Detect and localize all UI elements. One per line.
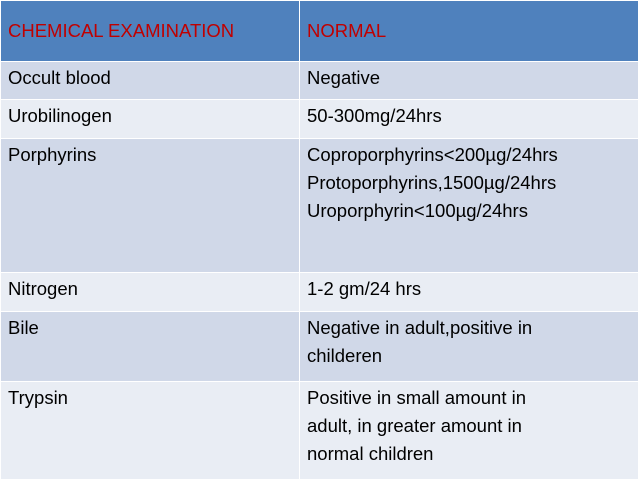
value-line: 1-2 gm/24 hrs [307, 275, 631, 303]
value-line: adult, in greater amount in [307, 412, 631, 440]
value-line: Protoporphyrins,1500µg/24hrs [307, 169, 631, 197]
value-line: Coproporphyrins<200µg/24hrs [307, 141, 631, 169]
label-cell: Porphyrins [1, 139, 300, 273]
value-line: 50-300mg/24hrs [307, 102, 631, 130]
value-cell: 50-300mg/24hrs [300, 100, 638, 139]
header-cell: NORMAL [300, 1, 638, 62]
value-line: childeren [307, 342, 631, 370]
value-cell: 1-2 gm/24 hrs [300, 273, 638, 312]
label-cell: Nitrogen [1, 273, 300, 312]
value-line: Uroporphyrin<100µg/24hrs [307, 197, 631, 225]
label-cell: Occult blood [1, 62, 300, 100]
value-line: Negative [307, 64, 631, 92]
label-cell: Urobilinogen [1, 100, 300, 139]
header-cell: CHEMICAL EXAMINATION [1, 1, 300, 62]
value-line: normal children [307, 440, 631, 468]
label-cell: Bile [1, 312, 300, 382]
value-line: Negative in adult,positive in [307, 314, 631, 342]
value-cell: Negative [300, 62, 638, 100]
label-cell: Trypsin [1, 382, 300, 480]
value-line: Positive in small amount in [307, 384, 631, 412]
